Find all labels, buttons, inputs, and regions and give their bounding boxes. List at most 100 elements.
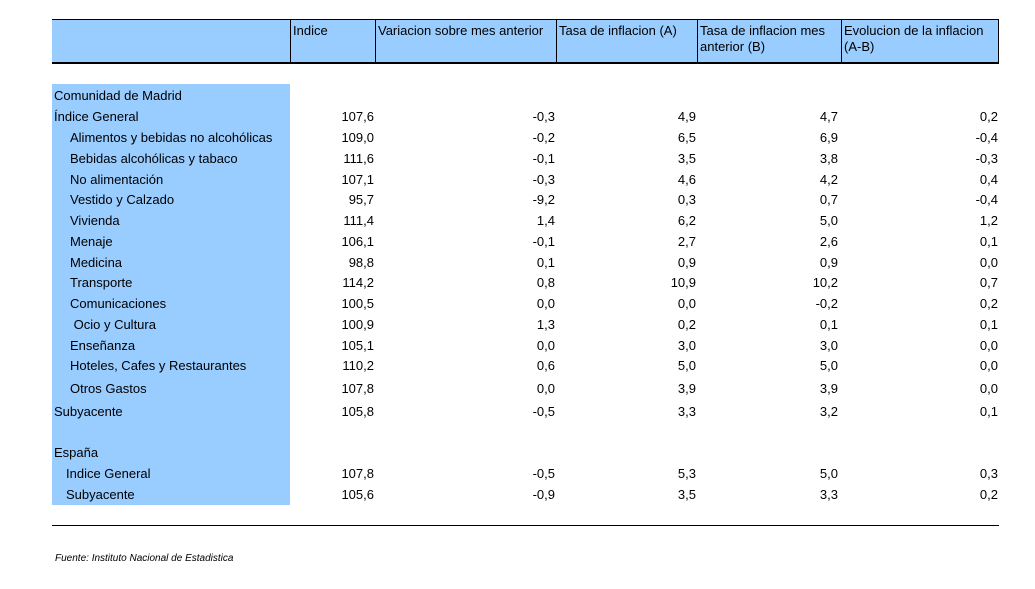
table-row: Transporte 114,2 0,8 10,9 10,2 0,7 xyxy=(52,273,999,293)
header-cell-indice: Indice xyxy=(290,20,375,62)
table-row: Vivienda 111,4 1,4 6,2 5,0 1,2 xyxy=(52,211,999,231)
row-value: -9,2 xyxy=(532,192,555,207)
table-row: Vestido y Calzado 95,7 -9,2 0,3 0,7 -0,4 xyxy=(52,190,999,210)
row-value: 100,5 xyxy=(341,296,374,311)
table-row: Enseñanza 105,1 0,0 3,0 3,0 0,0 xyxy=(52,336,999,356)
row-label: Vestido y Calzado xyxy=(70,192,175,207)
row-value: -0,3 xyxy=(532,172,555,187)
row-value: 0,9 xyxy=(819,255,838,270)
row-value: 0,9 xyxy=(677,255,696,270)
header-cell-tasa-b: Tasa de inflacion mes anterior (B) xyxy=(697,20,841,62)
row-value: 0,0 xyxy=(979,338,998,353)
row-label: No alimentación xyxy=(70,172,164,187)
row-value: -0,2 xyxy=(532,130,555,145)
label-column-background xyxy=(52,84,290,505)
row-value: 0,1 xyxy=(979,234,998,249)
row-value: 0,4 xyxy=(979,172,998,187)
row-value: 111,4 xyxy=(343,213,374,228)
row-value: 3,8 xyxy=(819,151,838,166)
row-value: 0,0 xyxy=(536,338,555,353)
row-value: 6,2 xyxy=(677,213,696,228)
header-cell-variacion: Variacion sobre mes anterior xyxy=(375,20,556,62)
row-value: 3,2 xyxy=(819,404,838,419)
row-value: 5,3 xyxy=(677,466,696,481)
row-value: -0,4 xyxy=(975,130,998,145)
row-value: 2,7 xyxy=(677,234,696,249)
row-value: 5,0 xyxy=(819,358,838,373)
row-label: Subyacente xyxy=(54,404,123,419)
row-value: 105,1 xyxy=(341,338,374,353)
row-value: 6,9 xyxy=(819,130,838,145)
row-label: España xyxy=(54,445,99,460)
row-value: 10,9 xyxy=(670,275,696,290)
row-value: 3,9 xyxy=(819,381,838,396)
row-value: 0,2 xyxy=(979,109,998,124)
table-row: Menaje 106,1 -0,1 2,7 2,6 0,1 xyxy=(52,232,999,252)
row-label: Ocio y Cultura xyxy=(70,317,156,332)
table-row: Indice General 107,8 -0,5 5,3 5,0 0,3 xyxy=(52,464,999,484)
row-label: Índice General xyxy=(54,109,139,124)
row-value: 0,0 xyxy=(677,296,696,311)
row-label: Indice General xyxy=(66,466,151,481)
row-label: Menaje xyxy=(70,234,113,249)
row-value: -0,9 xyxy=(532,487,555,502)
table-row: Hoteles, Cafes y Restaurantes 110,2 0,6 5,0… xyxy=(52,356,999,376)
row-value: -0,5 xyxy=(532,466,555,481)
row-value: 114,2 xyxy=(342,275,374,290)
row-value: -0,3 xyxy=(532,109,555,124)
row-value: 0,0 xyxy=(979,255,998,270)
row-label: Medicina xyxy=(70,255,123,270)
row-value: 111,6 xyxy=(343,151,374,166)
row-value: 0,2 xyxy=(979,487,998,502)
row-value: -0,1 xyxy=(532,151,555,166)
table-row: Índice General 107,6 -0,3 4,9 4,7 0,2 xyxy=(52,107,999,127)
row-value: -0,5 xyxy=(532,404,555,419)
header-cell-evolucion: Evolucion de la inflacion (A-B) xyxy=(841,20,999,62)
row-label: Comunicaciones xyxy=(70,296,167,311)
row-value: 0,0 xyxy=(979,381,998,396)
table-row: No alimentación 107,1 -0,3 4,6 4,2 0,4 xyxy=(52,170,999,190)
row-value: 4,7 xyxy=(819,109,838,124)
row-value: 4,2 xyxy=(819,172,838,187)
row-value: 107,8 xyxy=(341,381,374,396)
row-value: 1,4 xyxy=(536,213,555,228)
row-value: 0,1 xyxy=(979,404,998,419)
row-value: 3,3 xyxy=(677,404,696,419)
table-row: Otros Gastos 107,8 0,0 3,9 3,9 0,0 xyxy=(52,379,999,399)
table-row: Ocio y Cultura 100,9 1,3 0,2 0,1 0,1 xyxy=(52,315,999,335)
row-value: 10,2 xyxy=(812,275,838,290)
row-value: 110,2 xyxy=(342,358,374,373)
row-value: 3,5 xyxy=(677,151,696,166)
row-label: Otros Gastos xyxy=(70,381,147,396)
row-value: 105,6 xyxy=(341,487,374,502)
row-value: 0,3 xyxy=(979,466,998,481)
row-value: -0,1 xyxy=(532,234,555,249)
table-row: Alimentos y bebidas no alcohólicas 109,0 -… xyxy=(52,128,999,148)
row-value: 5,0 xyxy=(819,466,838,481)
row-value: 0,7 xyxy=(979,275,998,290)
row-value: 107,1 xyxy=(341,172,374,187)
row-value: 109,0 xyxy=(341,130,374,145)
row-label: Enseñanza xyxy=(70,338,136,353)
table-row: Bebidas alcohólicas y tabaco 111,6 -0,1 3,5… xyxy=(52,149,999,169)
row-value: 3,3 xyxy=(819,487,838,502)
row-label: Alimentos y bebidas no alcohólicas xyxy=(70,130,273,145)
table-header: Indice Variacion sobre mes anterior Tasa… xyxy=(52,19,999,64)
row-value: 0,7 xyxy=(819,192,838,207)
row-value: 0,1 xyxy=(819,317,838,332)
table-bottom-rule xyxy=(52,525,999,526)
row-value: 0,1 xyxy=(979,317,998,332)
row-label: Vivienda xyxy=(70,213,120,228)
row-value: 98,8 xyxy=(348,255,374,270)
header-cell-label xyxy=(52,20,290,62)
table-row: España xyxy=(52,443,999,463)
row-value: 5,0 xyxy=(819,213,838,228)
row-value: 0,0 xyxy=(536,296,555,311)
row-value: 3,0 xyxy=(819,338,838,353)
row-value: 107,6 xyxy=(341,109,374,124)
header-cell-tasa-a: Tasa de inflacion (A) xyxy=(556,20,697,62)
row-value: 107,8 xyxy=(341,466,374,481)
row-label: Transporte xyxy=(70,275,133,290)
row-value: 1,3 xyxy=(536,317,555,332)
row-value: 3,0 xyxy=(677,338,696,353)
